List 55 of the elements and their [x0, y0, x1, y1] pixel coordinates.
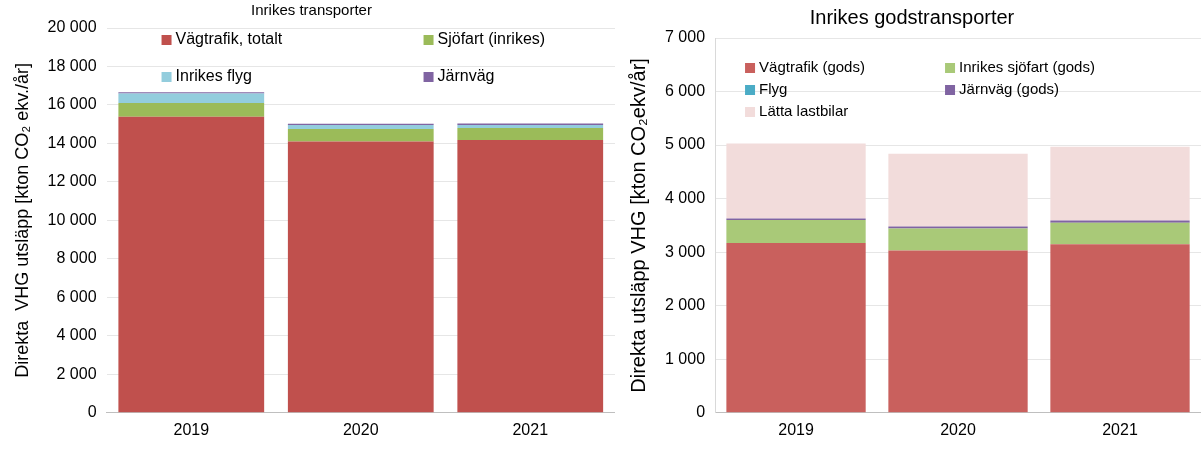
- y-tick-label: 14 000: [47, 133, 97, 151]
- legend-label: Flyg: [759, 80, 788, 98]
- bar: [888, 250, 1028, 413]
- bar: [118, 93, 265, 104]
- legend-label: Vägtrafik, totalt: [175, 30, 283, 48]
- x-tick-label: 2020: [342, 420, 379, 438]
- bar: [457, 139, 604, 413]
- y-tick-label: 2 000: [664, 296, 706, 314]
- y-tick-label: 10 000: [47, 210, 97, 228]
- bar: [287, 129, 434, 142]
- bar: [888, 226, 1028, 229]
- y-tick-label: 12 000: [47, 172, 97, 190]
- y-tick-label: 3 000: [664, 242, 706, 260]
- y-tick-label: 4 000: [56, 326, 97, 344]
- bar: [726, 220, 866, 244]
- bar: [1050, 220, 1190, 223]
- bar: [1050, 244, 1190, 413]
- legend-label: Järnväg (gods): [959, 80, 1060, 98]
- bar: [457, 124, 604, 129]
- y-tick-label: 6 000: [664, 81, 706, 99]
- bar: [457, 128, 604, 140]
- bar: [118, 103, 265, 117]
- y-tick-label: 2 000: [56, 364, 97, 382]
- y-tick-label: 0: [87, 403, 97, 421]
- y-tick-label: 0: [696, 403, 706, 421]
- legend-label: Lätta lastbilar: [759, 102, 849, 120]
- x-tick-label: 2020: [940, 420, 976, 438]
- chart-title: Inrikes godstransporter: [809, 5, 1015, 28]
- y-tick-label: 16 000: [47, 95, 97, 113]
- y-tick-label: 4 000: [664, 189, 706, 207]
- bar: [287, 124, 434, 130]
- bar: [287, 141, 434, 413]
- y-tick-label: 1 000: [664, 349, 706, 367]
- x-tick-label: 2021: [1102, 420, 1138, 438]
- bar: [726, 243, 866, 413]
- legend-label: Järnväg: [437, 67, 495, 85]
- bar: [888, 228, 1028, 251]
- chart-title: Inrikes transporter: [251, 1, 372, 19]
- x-tick-label: 2019: [778, 420, 814, 438]
- bar: [118, 116, 265, 413]
- y-axis-title: Direkta VHG utsläpp [kton CO₂ ekv./år]: [11, 63, 32, 378]
- bar: [1050, 222, 1190, 245]
- legend-label: Inrikes flyg: [175, 67, 253, 85]
- legend-label: Inrikes sjöfart (gods): [959, 58, 1095, 76]
- legend-label: Sjöfart (inrikes): [437, 30, 546, 48]
- y-tick-label: 5 000: [664, 135, 706, 153]
- x-tick-label: 2019: [173, 420, 210, 438]
- y-tick-label: 6 000: [56, 287, 97, 305]
- y-tick-label: 20 000: [47, 18, 97, 36]
- y-axis-title: Direkta utsläpp VHG [kton CO₂ekv/år]: [626, 58, 649, 393]
- legend-label: Vägtrafik (gods): [759, 58, 865, 76]
- x-tick-label: 2021: [512, 420, 549, 438]
- y-tick-label: 18 000: [47, 56, 97, 74]
- y-tick-label: 8 000: [56, 249, 97, 267]
- y-tick-label: 7 000: [664, 28, 706, 46]
